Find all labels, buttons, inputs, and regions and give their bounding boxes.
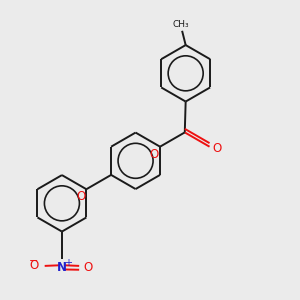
Text: O: O — [29, 259, 38, 272]
Text: +: + — [64, 259, 73, 269]
Text: O: O — [149, 148, 158, 161]
Text: O: O — [83, 261, 93, 274]
Text: CH₃: CH₃ — [172, 20, 189, 29]
Text: N: N — [57, 261, 67, 274]
Text: −: − — [29, 256, 38, 266]
Text: O: O — [76, 190, 85, 203]
Text: O: O — [212, 142, 222, 155]
